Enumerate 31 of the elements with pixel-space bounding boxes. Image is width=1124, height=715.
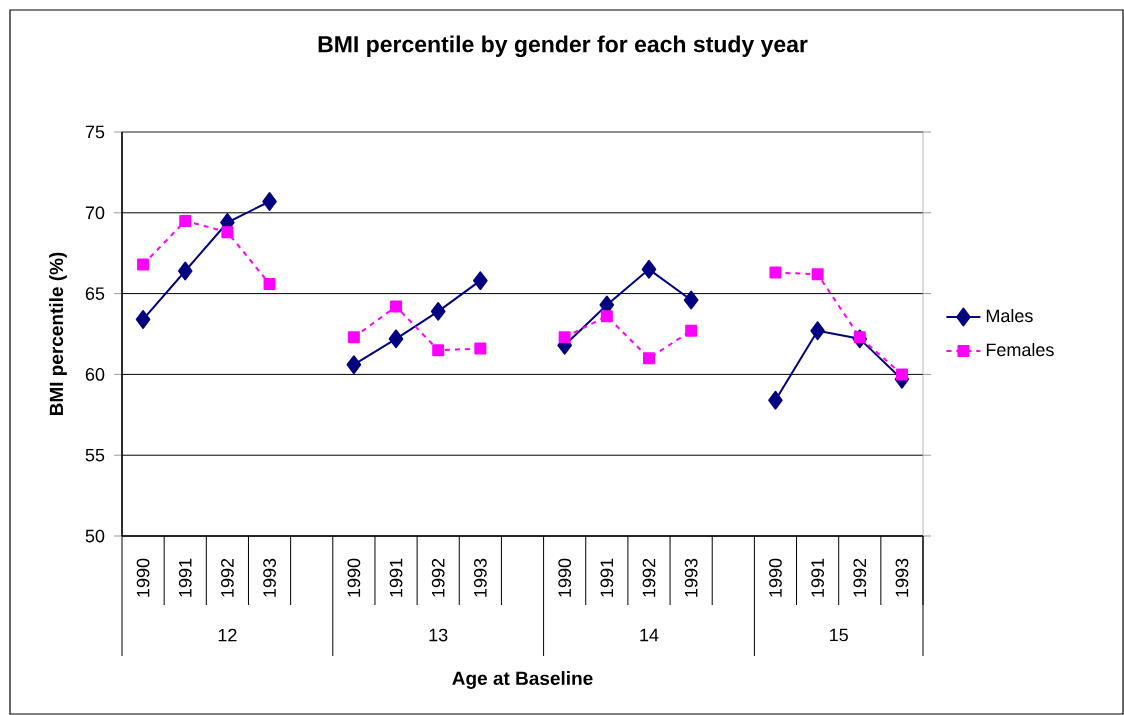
y-tick-label: 65 [85,287,105,300]
text: 14 [640,628,659,642]
legend-label: Males [986,309,1033,323]
x-tick-label: 1991 [178,558,192,597]
x-axis-title: Age at Baseline [452,671,593,689]
text: 13 [429,628,448,642]
y-axis-title: BMI percentile (%) [49,252,67,416]
chart-title: BMI percentile by gender for each study year [318,35,808,58]
x-tick-label: 1990 [136,558,150,597]
x-tick-label: 1993 [263,558,276,597]
x-tick-label: 1990 [769,558,782,597]
x-tick-label: 1992 [431,558,445,597]
x-tick-label: 1991 [389,558,403,597]
y-tick-label: 60 [85,368,105,381]
x-tick-label: 1993 [684,558,698,597]
legend-label: Females [986,343,1054,357]
y-tick-label: 75 [85,125,105,139]
x-tick-label: 1991 [600,558,614,597]
x-tick-label: 1990 [347,558,361,597]
y-tick-label: 70 [85,206,105,220]
y-tick-label: 55 [85,448,105,462]
text: 12 [218,628,237,642]
x-tick-label: 1991 [811,558,824,597]
x-tick-label: 1992 [853,558,867,597]
x-tick-label: 1993 [473,558,487,597]
x-tick-label: 1992 [221,558,234,597]
x-tick-label: 1990 [558,558,572,597]
text: 15 [830,628,848,642]
x-tick-label: 1993 [895,558,909,597]
y-tick-label: 50 [85,529,105,543]
x-tick-label: 1992 [642,558,656,597]
